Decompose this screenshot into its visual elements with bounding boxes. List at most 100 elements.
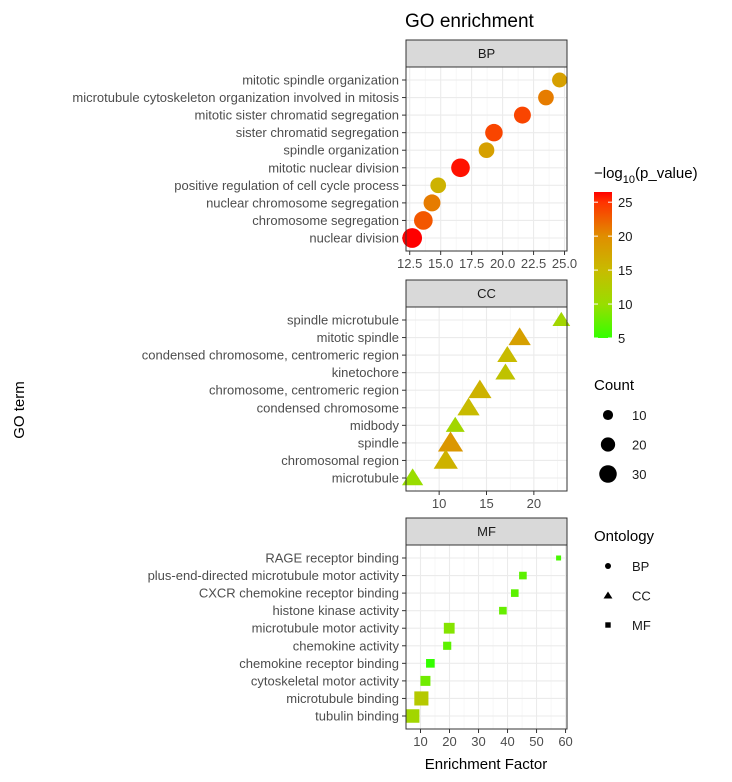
size-legend-key [599,465,617,483]
data-point [451,158,470,178]
data-point [445,416,465,432]
y-tick-label: tubulin binding [315,709,399,724]
y-tick-label: chromosomal region [281,453,399,468]
data-point [423,194,441,212]
x-tick-label: 20 [527,496,541,511]
y-tick-label: positive regulation of cell cycle proces… [174,178,399,193]
size-legend-label: 10 [632,408,646,423]
size-legend-key [602,409,614,421]
x-tick-label: 15 [479,496,493,511]
data-point [402,228,423,248]
x-tick-label: 17.5 [459,256,484,271]
size-legend-label: 20 [632,438,646,453]
y-tick-label: cytoskeletal motor activity [251,673,400,688]
panel-border [405,66,568,252]
y-tick-label: mitotic nuclear division [268,160,399,175]
x-tick-label: 50 [529,734,543,749]
x-tick-label: 10 [413,734,427,749]
data-point [478,142,495,159]
facet-strip-label: BP [478,46,495,61]
panel-border [405,306,568,492]
panel-mf: MF 10 20 30 40 50 60 RAGE receptor binding plus-… [148,517,573,749]
data-point [437,431,464,452]
plot-background [406,545,567,729]
x-tick-label: 60 [558,734,572,749]
data-point [414,691,429,706]
colorbar-label: 5 [618,331,625,346]
y-tick-label: mitotic sister chromatid segregation [195,108,399,123]
data-point [443,641,452,650]
y-tick-label: microtubule binding [286,691,399,706]
y-tick-label: RAGE receptor binding [265,551,399,566]
data-point [443,622,455,634]
y-tick-label: nuclear division [309,231,399,246]
y-tick-label: chromosome segregation [252,213,399,228]
y-tick-label: spindle [358,435,399,450]
color-legend-title: −log10(p_value) [594,165,698,186]
facet-strip [405,279,568,308]
data-point [499,606,507,615]
data-point [556,555,562,561]
y-tick-label: chromosome, centromeric region [209,383,399,398]
data-point [433,449,458,469]
shape-legend-label: BP [632,559,649,574]
data-point [402,468,424,486]
x-axis-label: Enrichment Factor [425,756,548,773]
y-tick-label: microtubule [332,471,399,486]
data-point [426,659,435,668]
y-tick-label: microtubule cytoskeleton organization in… [72,90,399,105]
colorbar-label: 25 [618,195,632,210]
panel-border [405,544,568,730]
y-tick-label: CXCR chemokine receptor binding [199,586,399,601]
facet-strip [405,517,568,546]
data-point [495,363,516,380]
y-tick-label: condensed chromosome, centromeric region [142,348,399,363]
y-tick-label: chemokine receptor binding [239,656,399,671]
size-legend-key [600,437,616,452]
panel-bp: BP 12.5 15.0 17.5 20.0 22.5 25.0 mitotic spindl… [72,39,577,271]
square-legend-key [605,622,611,628]
circle-legend-key [605,563,611,569]
y-tick-label: mitotic spindle [317,330,399,345]
y-tick-label: histone kinase activity [273,603,400,618]
data-point [420,675,431,686]
x-tick-label: 12.5 [397,256,422,271]
shape-legend-title: Ontology [594,528,655,545]
y-tick-label: spindle microtubule [287,313,399,328]
data-point [510,589,519,597]
data-point [497,345,518,362]
colorbar-label: 15 [618,263,632,278]
colorbar-label: 10 [618,297,632,312]
x-tick-label: 20 [442,734,456,749]
shape-legend-label: MF [632,618,651,633]
y-tick-label: sister chromatid segregation [236,125,399,140]
data-point [552,72,568,88]
size-legend-label: 30 [632,467,646,482]
x-tick-label: 10 [432,496,446,511]
data-point [468,379,492,399]
y-tick-label: mitotic spindle organization [242,73,399,88]
y-tick-label: plus-end-directed microtubule motor acti… [148,568,400,583]
y-tick-label: condensed chromosome [257,400,399,415]
colorbar-label: 20 [618,229,632,244]
chart-title: GO enrichment [405,11,535,32]
x-tick-label: 22.5 [521,256,546,271]
data-point [405,709,420,723]
facet-strip-label: MF [477,524,496,539]
data-point [552,311,571,327]
data-point [414,211,433,230]
shape-legend-label: CC [632,589,651,604]
colorbar [594,192,612,338]
y-axis-label: GO term [11,381,28,439]
facet-strip [405,39,568,68]
y-tick-label: microtubule motor activity [252,621,400,636]
data-point [485,123,503,142]
data-point [513,106,531,124]
panel-cc: CC 10 15 20 spindle microtubule mitotic spind… [142,279,571,511]
data-point [457,397,480,416]
x-tick-label: 15.0 [428,256,453,271]
y-tick-label: spindle organization [283,143,399,158]
y-tick-label: nuclear chromosome segregation [206,195,399,210]
data-point [430,177,447,194]
